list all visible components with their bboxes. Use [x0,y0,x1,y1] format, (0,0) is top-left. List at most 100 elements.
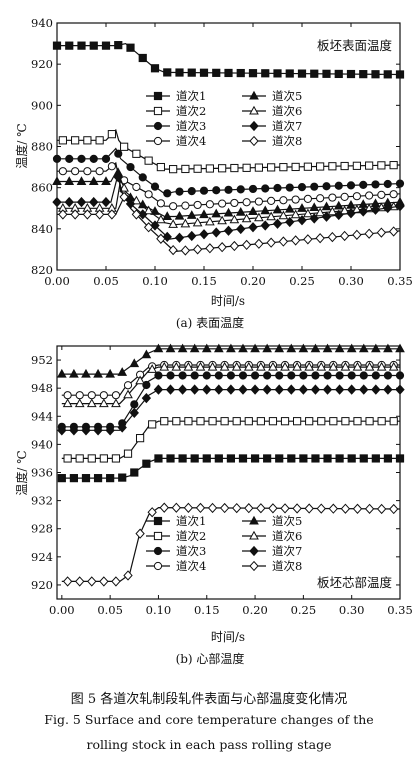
data-point [315,233,325,244]
data-point [89,41,98,50]
legend-label: 道次8 [272,559,302,573]
data-point [231,361,242,371]
legend-label: 道次7 [272,544,302,558]
data-point [359,454,368,463]
data-point [235,207,246,216]
data-point [226,343,236,353]
data-point [163,68,172,77]
legend-label: 道次3 [176,119,206,133]
data-point [186,210,197,219]
legend-label: 道次2 [176,104,206,118]
figure-caption-en-line2: rolling stock in each pass rolling stage [86,737,332,752]
data-point [309,213,319,224]
data-point [181,201,190,210]
data-point [311,371,320,380]
data-point [199,186,209,195]
data-point [171,502,182,513]
series-6 [61,361,400,408]
data-point [205,200,214,209]
data-point [226,371,236,380]
data-point [150,64,160,73]
data-point [260,220,270,231]
data-point [395,371,405,380]
data-point [76,176,87,185]
data-point [219,361,230,371]
data-point [371,384,381,395]
data-point [211,227,221,238]
data-point [187,230,197,242]
data-point [272,218,283,229]
x-axis-label: 时间/s [211,630,245,644]
data-point [142,459,151,468]
data-point [272,204,283,214]
data-point [267,163,276,172]
series-7 [57,384,405,436]
data-point [303,194,312,203]
data-point [389,503,399,515]
data-point [346,69,356,79]
data-point [165,343,176,353]
legend-label: 道次4 [176,559,206,573]
data-point [111,454,121,463]
data-point [105,368,115,378]
axis-ticks: 0.00 0.05 0.10 0.15 0.20 0.25 0.30 0.35 820 840 86… [31,16,413,288]
chart-panel-surface: 0.00 0.05 0.10 0.15 0.20 0.25 0.30 0.35 820 840 86… [14,16,413,330]
data-point [187,68,196,77]
data-point [290,235,301,246]
data-point [212,68,221,77]
data-point [71,167,80,176]
data-point [298,384,309,395]
data-point [236,223,246,235]
data-point [56,368,67,378]
data-point [250,454,260,463]
legend-label: 道次6 [272,529,302,543]
data-point [280,417,290,426]
data-point [166,371,175,380]
data-point [224,185,233,194]
legend-marker [153,91,163,101]
data-point [129,358,140,368]
data-point [280,503,290,514]
data-point [217,215,227,225]
data-point [287,371,296,380]
data-point [65,41,74,50]
data-point [81,425,91,436]
data-point [241,213,252,223]
data-point [395,454,405,463]
legend-marker [153,531,163,541]
data-point [359,180,368,189]
x-tick-label: 0.35 [387,603,413,617]
data-point [205,243,215,254]
data-point [223,225,234,236]
legend: 道次1 道次5 道次2 道次6 道次3 道次7 道次4 道次8 [146,89,302,148]
data-point [389,161,398,170]
data-point [95,136,104,145]
data-point [285,69,294,78]
data-point [202,454,211,463]
data-point [106,474,115,483]
data-point [291,195,300,204]
series-5 [56,343,405,378]
data-point [359,70,368,79]
data-point [347,384,357,395]
data-point [238,384,248,395]
data-point [199,209,209,219]
data-point [57,425,67,436]
data-point [340,361,351,371]
data-point [328,162,337,171]
data-point [353,417,362,426]
data-point [230,198,239,208]
data-point [166,454,175,463]
data-point [214,454,223,463]
data-point [389,190,398,199]
data-point [268,417,278,426]
data-point [174,210,185,220]
data-point [131,195,142,205]
y-tick-label: 840 [31,222,53,236]
data-point [383,454,393,463]
series-8 [57,191,401,256]
data-point [275,371,284,380]
data-point [177,343,188,353]
legend-item: 道次8 [242,134,302,148]
data-point [371,70,380,79]
